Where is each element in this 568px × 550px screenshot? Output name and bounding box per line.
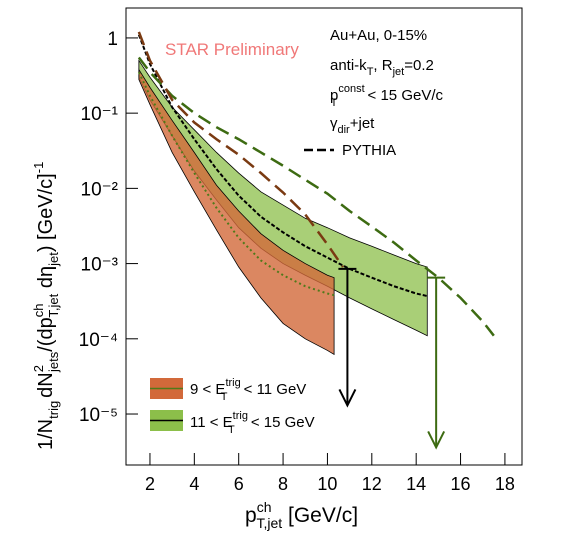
t: /(dp xyxy=(35,317,57,351)
y-tick-label: 1 xyxy=(107,29,118,50)
t: anti-k xyxy=(330,57,367,74)
t: 9 < E xyxy=(190,381,225,398)
x-tick-label: 8 xyxy=(278,474,288,494)
y-axis-label: 1/Ntrig dN2jets/(dpchT,jet dηjet) [GeV/c]… xyxy=(31,162,61,450)
t: < 15 GeV/c xyxy=(363,87,443,104)
info-trigger: γdir+jet xyxy=(330,115,375,136)
t: γ xyxy=(330,115,338,132)
info-system: Au+Au, 0-15% xyxy=(330,27,427,44)
x-tick-label: 14 xyxy=(406,474,426,494)
limit-arrowhead xyxy=(427,430,446,450)
t: dN xyxy=(35,372,57,398)
info-cut: pconst T < 15 GeV/c xyxy=(330,83,444,109)
t: =0.2 xyxy=(404,57,434,74)
x-tick-label: 12 xyxy=(362,474,382,494)
y-tick-label: 10⁻⁵ xyxy=(79,405,118,426)
x-axis-label: pch T,jet [GeV/c] xyxy=(245,499,358,531)
t: jets xyxy=(46,351,61,373)
t: jet xyxy=(392,66,405,78)
t: , R xyxy=(373,57,392,74)
t: T xyxy=(228,424,235,436)
t: trig xyxy=(233,410,248,422)
t: T,jet xyxy=(256,515,282,531)
t: 11 < E xyxy=(190,414,233,431)
t: -1 xyxy=(31,162,46,174)
legend-label: 11 < Etrig T < 15 GeV xyxy=(190,410,315,436)
t: T xyxy=(221,391,228,403)
y-tick-label: 10⁻² xyxy=(81,179,119,200)
t: jet xyxy=(46,252,61,267)
plot-area xyxy=(137,31,495,450)
t: ch xyxy=(31,304,46,318)
y-tick-label: 10⁻¹ xyxy=(81,104,119,125)
t: [GeV/c] xyxy=(282,504,358,527)
t: < 15 GeV xyxy=(247,414,315,431)
x-tick-label: 2 xyxy=(145,474,155,494)
t: ch xyxy=(257,499,272,515)
y-tick-label: 10⁻³ xyxy=(81,255,119,276)
limit-arrowhead xyxy=(338,389,357,408)
t: dir xyxy=(338,124,351,136)
t: trig xyxy=(46,401,61,419)
center-line xyxy=(137,34,428,298)
x-tick-label: 16 xyxy=(451,474,471,494)
center-line xyxy=(137,71,335,297)
y-tick-label: 10⁻⁴ xyxy=(79,330,118,351)
legend-pythia: PYTHIA xyxy=(342,142,396,159)
t: ) [GeV/c] xyxy=(35,173,57,252)
t: T xyxy=(331,97,338,109)
pythia-line xyxy=(137,56,495,337)
t: 2 xyxy=(31,365,46,372)
t: +jet xyxy=(350,115,375,132)
x-tick-label: 6 xyxy=(234,474,244,494)
t: T,jet xyxy=(46,293,61,317)
pythia-line xyxy=(137,31,344,268)
t: p xyxy=(330,87,338,104)
x-tick-label: 18 xyxy=(495,474,515,494)
legend-label: 9 < Etrig T < 11 GeV xyxy=(190,377,306,403)
t: < 11 GeV xyxy=(239,381,306,398)
watermark: STAR Preliminary xyxy=(165,40,299,59)
x-tick-label: 4 xyxy=(189,474,199,494)
t: trig xyxy=(225,377,240,389)
t: const xyxy=(338,83,364,95)
t: p xyxy=(245,504,257,527)
t: T xyxy=(367,66,374,78)
frame xyxy=(125,7,523,466)
x-tick-label: 10 xyxy=(317,474,337,494)
t: 1/N xyxy=(35,419,57,450)
band xyxy=(138,68,335,356)
info-algo: anti-kT, Rjet=0.2 xyxy=(330,57,434,78)
t: dη xyxy=(35,266,57,294)
